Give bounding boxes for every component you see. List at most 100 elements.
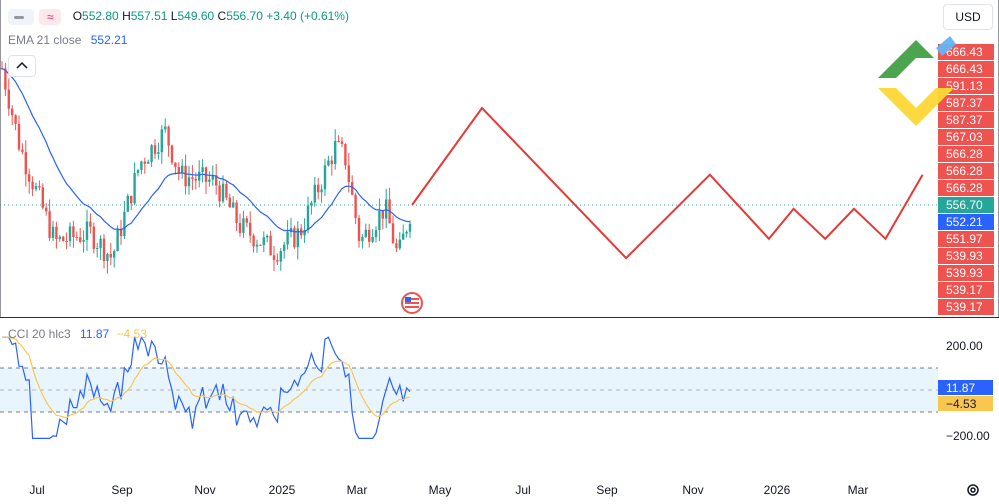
cci-axis-label-bottom: −200.00 bbox=[946, 429, 990, 443]
price-label-tag bbox=[938, 299, 994, 315]
close-label: C bbox=[217, 9, 227, 24]
candle-body bbox=[293, 228, 296, 248]
us-flag-event-icon[interactable] bbox=[401, 292, 423, 314]
wave-icon[interactable]: ≈ bbox=[39, 9, 62, 25]
candle-body bbox=[262, 237, 265, 246]
cci-value-tag-text: 11.87 bbox=[946, 381, 975, 395]
price-label: 566.28 bbox=[946, 181, 983, 195]
candle-body bbox=[75, 237, 78, 239]
candle-body bbox=[160, 129, 163, 153]
candle-body bbox=[11, 108, 14, 116]
candle-body bbox=[31, 181, 34, 190]
candle-body bbox=[228, 197, 231, 208]
change-value: +3.40 (+0.61%) bbox=[266, 9, 349, 24]
candle-body bbox=[398, 239, 401, 249]
candle-body bbox=[347, 165, 350, 183]
time-axis-label: 2025 bbox=[269, 483, 296, 497]
ema-line bbox=[1, 67, 411, 233]
candle-body bbox=[320, 189, 323, 193]
candle-body bbox=[167, 126, 170, 146]
candle-body bbox=[72, 226, 75, 238]
price-label-tag bbox=[938, 214, 994, 230]
price-label-tag bbox=[938, 248, 994, 264]
price-label: 566.28 bbox=[946, 147, 983, 161]
candle-body bbox=[184, 165, 187, 187]
candle-body bbox=[147, 161, 150, 164]
candle-body bbox=[221, 183, 225, 202]
open-value: 552.80 bbox=[82, 9, 119, 24]
candle-body bbox=[344, 143, 347, 166]
gear-icon[interactable] bbox=[965, 482, 981, 498]
candle-body bbox=[340, 141, 344, 144]
collapse-legend-button[interactable] bbox=[8, 55, 36, 77]
candle-body bbox=[218, 185, 221, 202]
candle-body bbox=[381, 210, 384, 219]
candle-body bbox=[164, 126, 167, 130]
candle-body bbox=[408, 223, 412, 232]
candle-body bbox=[194, 178, 197, 181]
candle-body bbox=[334, 140, 337, 165]
candle-body bbox=[58, 236, 61, 239]
candle-body bbox=[232, 202, 235, 208]
candle-body bbox=[395, 243, 398, 249]
candle-body bbox=[113, 251, 116, 258]
candle-body bbox=[391, 223, 395, 244]
candle-body bbox=[405, 231, 408, 234]
candle-body bbox=[371, 236, 374, 242]
candle-body bbox=[368, 229, 371, 242]
candle-body bbox=[208, 179, 211, 182]
candle-body bbox=[65, 241, 68, 243]
candle-body bbox=[38, 186, 41, 188]
candle-body bbox=[279, 250, 282, 262]
candle-body bbox=[259, 244, 262, 246]
candle-body bbox=[374, 230, 378, 237]
price-label: 539.17 bbox=[946, 300, 983, 314]
time-axis-label: 2026 bbox=[764, 483, 791, 497]
low-value: 549.60 bbox=[177, 9, 215, 24]
candle-body bbox=[24, 152, 27, 175]
candle-body bbox=[187, 177, 191, 187]
projection-line[interactable] bbox=[411, 106, 924, 260]
candle-body bbox=[283, 244, 286, 251]
candle-body bbox=[106, 253, 109, 262]
cci-legend[interactable]: CCI 20 hlc3 11.87 −4.53 bbox=[8, 327, 147, 341]
candle-body bbox=[327, 160, 330, 166]
candle-body bbox=[351, 182, 354, 195]
price-label-tag bbox=[938, 180, 994, 196]
time-axis-label: Jul bbox=[29, 483, 44, 497]
cci-band bbox=[0, 368, 938, 412]
candle-body bbox=[198, 171, 201, 181]
candle-body bbox=[79, 237, 82, 242]
candle-body bbox=[102, 238, 106, 262]
time-axis-label: Jul bbox=[515, 483, 530, 497]
candle-body bbox=[109, 253, 112, 258]
candle-body bbox=[242, 218, 245, 233]
candle-body bbox=[4, 68, 7, 90]
candle-body bbox=[310, 202, 313, 206]
candle-body bbox=[276, 260, 279, 262]
candle-body bbox=[85, 221, 89, 241]
ema-legend[interactable]: EMA 21 close 552.21 bbox=[8, 33, 127, 47]
time-axis-label: Mar bbox=[848, 483, 869, 497]
price-label-tag bbox=[938, 231, 994, 247]
hide-toggle-icon[interactable] bbox=[8, 9, 34, 25]
price-label-tag bbox=[938, 163, 994, 179]
price-label: 591.13 bbox=[946, 79, 983, 93]
price-label-tag bbox=[938, 129, 994, 145]
price-label: 539.93 bbox=[946, 266, 983, 280]
candle-body bbox=[130, 195, 133, 204]
candle-body bbox=[157, 152, 160, 154]
candle-body bbox=[17, 123, 21, 150]
price-label-tag bbox=[938, 282, 994, 298]
high-label: H bbox=[122, 9, 131, 24]
currency-button[interactable]: USD bbox=[943, 4, 993, 30]
candle-body bbox=[45, 207, 48, 212]
candle-body bbox=[14, 115, 17, 124]
cci-ma-value-tag bbox=[938, 396, 993, 411]
ema-value: 552.21 bbox=[90, 33, 128, 47]
brand-logo bbox=[878, 36, 956, 126]
candle-body bbox=[354, 194, 357, 218]
price-label: 551.97 bbox=[946, 232, 983, 246]
candle-body bbox=[303, 229, 306, 236]
candle-body bbox=[82, 240, 85, 242]
